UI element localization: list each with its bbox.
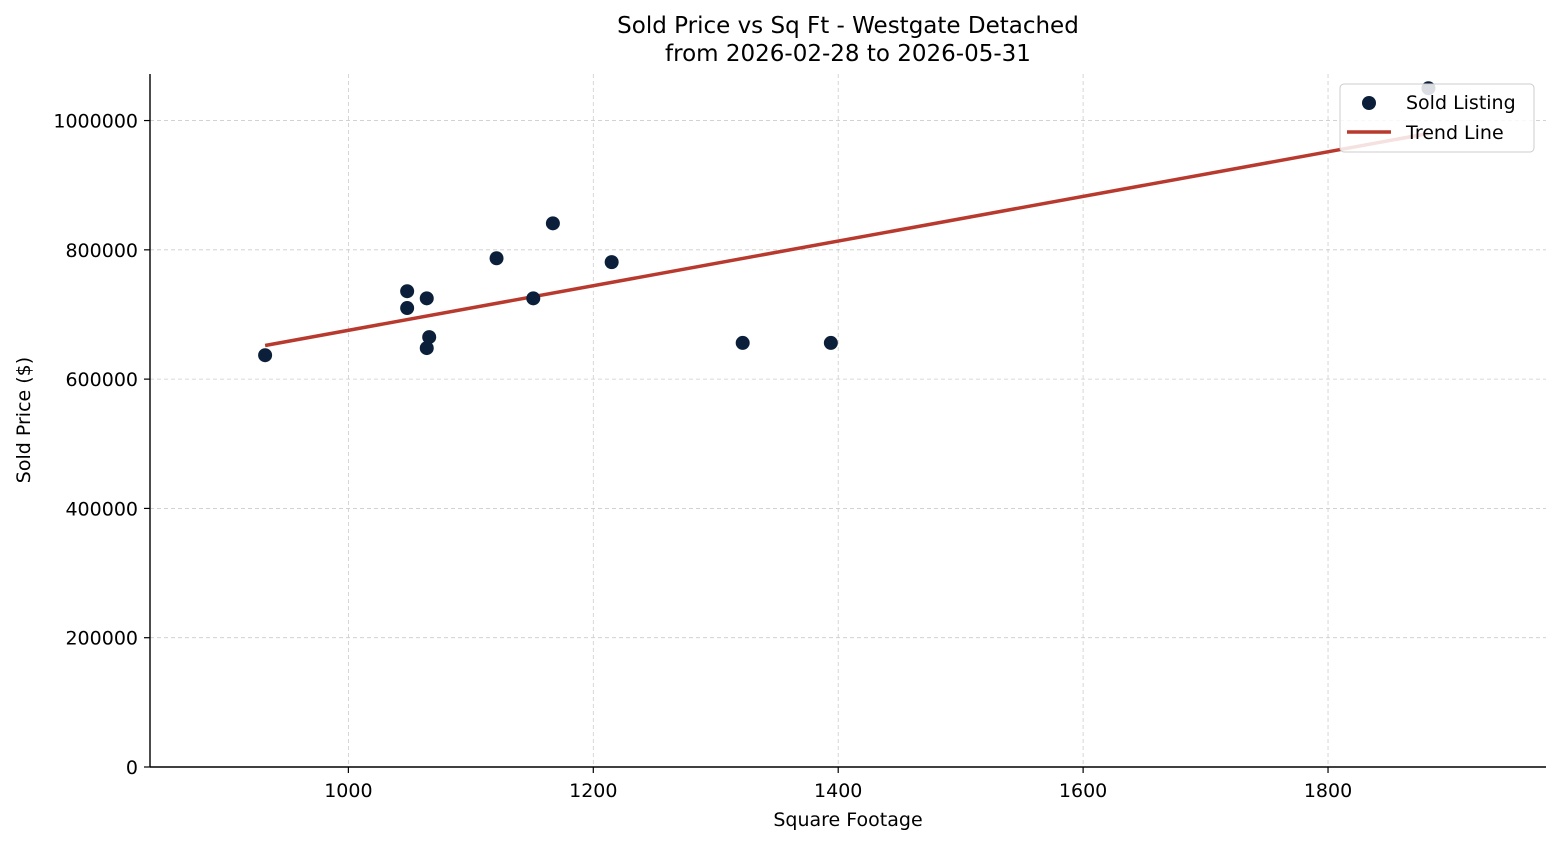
trend-layer bbox=[264, 131, 1429, 348]
chart-title: Sold Price vs Sq Ft - Westgate Detached bbox=[617, 13, 1079, 39]
grid bbox=[150, 74, 1546, 767]
x-tick-label: 1000 bbox=[324, 780, 372, 802]
y-tick-label: 200000 bbox=[65, 628, 138, 650]
x-tick-label: 1200 bbox=[569, 780, 617, 802]
x-axis-label: Square Footage bbox=[773, 809, 922, 831]
legend-box bbox=[1339, 83, 1535, 153]
data-point bbox=[419, 291, 434, 306]
x-tick-label: 1800 bbox=[1304, 780, 1352, 802]
y-tick-label: 800000 bbox=[65, 240, 138, 262]
data-point bbox=[526, 291, 541, 306]
data-point bbox=[604, 255, 619, 270]
axes bbox=[149, 74, 1546, 768]
x-tick-label: 1600 bbox=[1059, 780, 1107, 802]
y-tick-label: 600000 bbox=[65, 369, 138, 391]
x-tick-label: 1400 bbox=[814, 780, 862, 802]
legend-label-sold-listing: Sold Listing bbox=[1406, 92, 1516, 114]
data-point bbox=[735, 335, 750, 350]
y-tick-label: 0 bbox=[126, 757, 138, 779]
ticks: 1000 1200 1400 1600 1800 0 200000 400000 600000 8… bbox=[53, 111, 1352, 802]
data-point bbox=[545, 216, 560, 231]
data-point bbox=[422, 330, 437, 345]
data-point bbox=[400, 284, 415, 299]
data-point bbox=[489, 251, 504, 266]
chart-subtitle: from 2026-02-28 to 2026-05-31 bbox=[665, 41, 1031, 67]
legend-label-trend-line: Trend Line bbox=[1405, 122, 1504, 144]
points-layer bbox=[258, 81, 1436, 363]
data-point bbox=[400, 301, 415, 316]
legend-marker-sold-listing bbox=[1362, 96, 1376, 110]
trend-line bbox=[264, 131, 1429, 348]
data-point bbox=[419, 341, 434, 356]
y-axis-label: Sold Price ($) bbox=[13, 357, 35, 483]
y-tick-label: 1000000 bbox=[53, 111, 138, 133]
data-point bbox=[823, 335, 838, 350]
legend: Sold Listing Trend Line bbox=[1339, 83, 1535, 153]
y-tick-label: 400000 bbox=[65, 498, 138, 520]
data-point bbox=[258, 348, 273, 363]
